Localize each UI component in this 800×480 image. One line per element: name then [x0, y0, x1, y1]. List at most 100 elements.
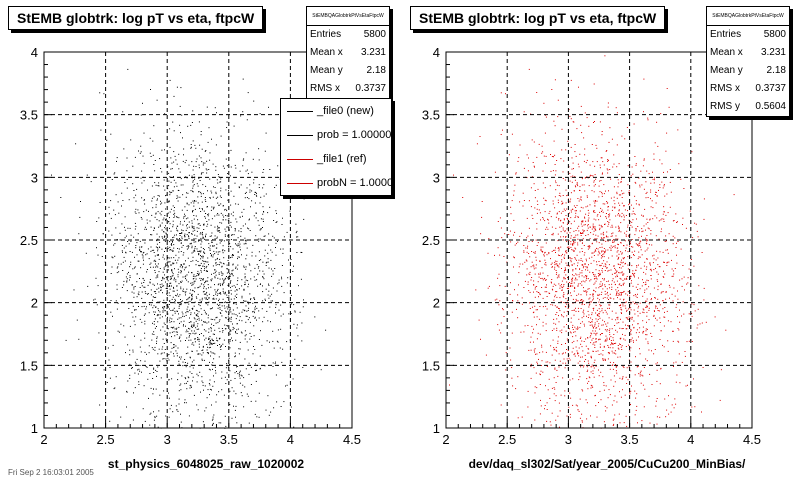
- data-point: [560, 301, 562, 303]
- data-point: [247, 286, 249, 288]
- data-point: [98, 332, 100, 334]
- data-point: [669, 297, 670, 299]
- data-point: [156, 254, 158, 256]
- data-point: [149, 373, 151, 374]
- data-point: [575, 268, 577, 270]
- data-point: [224, 291, 226, 293]
- data-point: [586, 418, 588, 420]
- data-point: [140, 145, 142, 147]
- data-point: [603, 164, 605, 166]
- data-point: [637, 366, 639, 367]
- data-point: [615, 365, 617, 367]
- data-point: [185, 314, 187, 316]
- data-point: [658, 220, 660, 222]
- data-point: [595, 287, 597, 289]
- data-point: [243, 243, 245, 245]
- data-point: [212, 254, 214, 256]
- data-point: [626, 278, 628, 280]
- data-point: [705, 321, 707, 323]
- data-point: [174, 277, 175, 279]
- data-point: [207, 214, 209, 216]
- data-point: [591, 190, 593, 192]
- data-point: [572, 175, 574, 177]
- data-point: [204, 238, 205, 240]
- data-point: [209, 250, 211, 251]
- data-point: [510, 241, 512, 243]
- data-point: [535, 372, 537, 374]
- data-point: [150, 89, 151, 90]
- data-point: [222, 219, 224, 221]
- data-point: [96, 221, 98, 222]
- data-point: [153, 305, 155, 307]
- data-point: [208, 383, 210, 384]
- data-point: [641, 184, 643, 186]
- data-point: [247, 227, 248, 229]
- data-point: [607, 236, 609, 238]
- data-point: [169, 300, 171, 302]
- data-point: [669, 286, 671, 288]
- data-point: [577, 234, 579, 236]
- data-point: [645, 273, 647, 275]
- data-point: [186, 202, 188, 204]
- data-point: [231, 387, 233, 389]
- data-point: [655, 297, 656, 299]
- data-point: [198, 328, 200, 330]
- data-point: [149, 220, 151, 222]
- data-point: [606, 288, 608, 290]
- data-point: [124, 182, 126, 183]
- data-point: [552, 304, 554, 306]
- data-point: [523, 167, 525, 169]
- data-point: [616, 247, 618, 249]
- data-point: [167, 294, 169, 296]
- data-point: [565, 215, 567, 216]
- data-point: [583, 287, 584, 289]
- data-point: [152, 140, 154, 142]
- data-point: [638, 251, 640, 253]
- data-point: [160, 329, 162, 331]
- data-point: [140, 177, 142, 179]
- data-point: [568, 406, 570, 408]
- data-point: [204, 268, 205, 270]
- data-point: [574, 210, 576, 212]
- data-point: [577, 362, 579, 364]
- data-point: [191, 233, 193, 235]
- data-point: [592, 175, 594, 177]
- data-point: [609, 347, 611, 349]
- data-point: [553, 393, 555, 395]
- data-point: [167, 265, 169, 267]
- data-point: [661, 181, 663, 183]
- data-point: [155, 293, 157, 294]
- data-point: [223, 216, 225, 218]
- data-point: [168, 201, 170, 203]
- data-point: [85, 252, 87, 254]
- data-point: [240, 392, 242, 394]
- data-point: [514, 289, 515, 291]
- data-point: [156, 275, 158, 277]
- data-point: [215, 251, 217, 253]
- data-point: [242, 78, 244, 80]
- data-point: [273, 347, 275, 349]
- data-point: [566, 246, 568, 248]
- data-point: [190, 312, 192, 314]
- data-point: [228, 357, 230, 359]
- data-point: [627, 256, 629, 258]
- data-point: [244, 386, 246, 388]
- data-point: [572, 277, 574, 279]
- data-point: [134, 267, 135, 269]
- data-point: [191, 294, 193, 296]
- data-point: [231, 256, 233, 258]
- data-point: [595, 333, 597, 335]
- data-point: [134, 156, 136, 158]
- data-point: [587, 209, 589, 211]
- data-point: [220, 271, 222, 273]
- data-point: [548, 212, 550, 214]
- data-point: [176, 289, 178, 291]
- data-point: [600, 371, 602, 373]
- data-point: [481, 216, 483, 218]
- data-point: [591, 339, 593, 341]
- data-point: [141, 282, 143, 284]
- data-point: [549, 421, 551, 423]
- data-point: [226, 127, 228, 128]
- data-point: [569, 265, 570, 267]
- data-point: [658, 310, 660, 312]
